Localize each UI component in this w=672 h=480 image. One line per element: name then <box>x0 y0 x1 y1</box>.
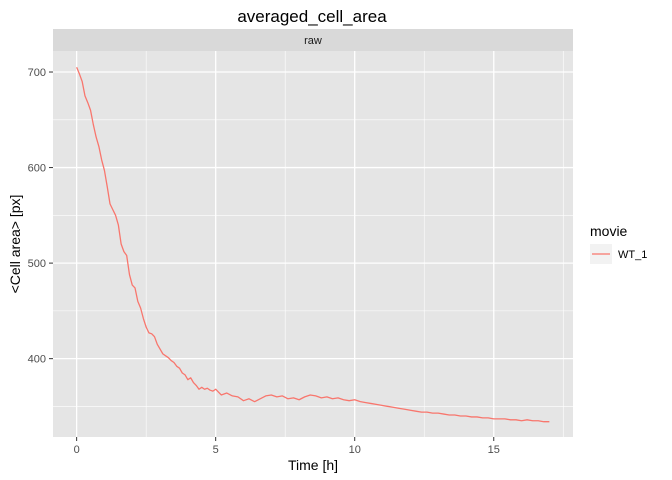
series-line <box>76 66 550 423</box>
y-tick-label: 700 <box>28 67 46 79</box>
legend-items: WT_1 <box>590 244 647 264</box>
plot-panel <box>53 51 573 437</box>
legend-title: movie <box>590 223 628 239</box>
y-axis-title: <Cell area> [px] <box>7 195 23 294</box>
y-tick-label: 600 <box>28 163 46 175</box>
x-axis-title: Time [h] <box>288 457 338 473</box>
x-tick-label: 0 <box>74 444 80 456</box>
major-gridlines <box>53 51 573 437</box>
facet-label: raw <box>304 35 322 47</box>
minor-gridlines <box>53 51 573 437</box>
x-tick-label: 10 <box>349 444 361 456</box>
y-tick-label: 400 <box>28 354 46 366</box>
legend: movie WT_1 <box>590 223 647 264</box>
series-layer <box>76 66 550 423</box>
chart-title: averaged_cell_area <box>237 7 387 26</box>
y-axis: 400 500 600 700 <box>28 67 53 366</box>
y-tick-label: 500 <box>28 258 46 270</box>
legend-label: WT_1 <box>618 249 647 261</box>
x-tick-label: 15 <box>488 444 500 456</box>
x-axis: 0 5 10 15 <box>74 437 500 456</box>
x-tick-label: 5 <box>213 444 219 456</box>
facet-strip <box>53 29 573 51</box>
